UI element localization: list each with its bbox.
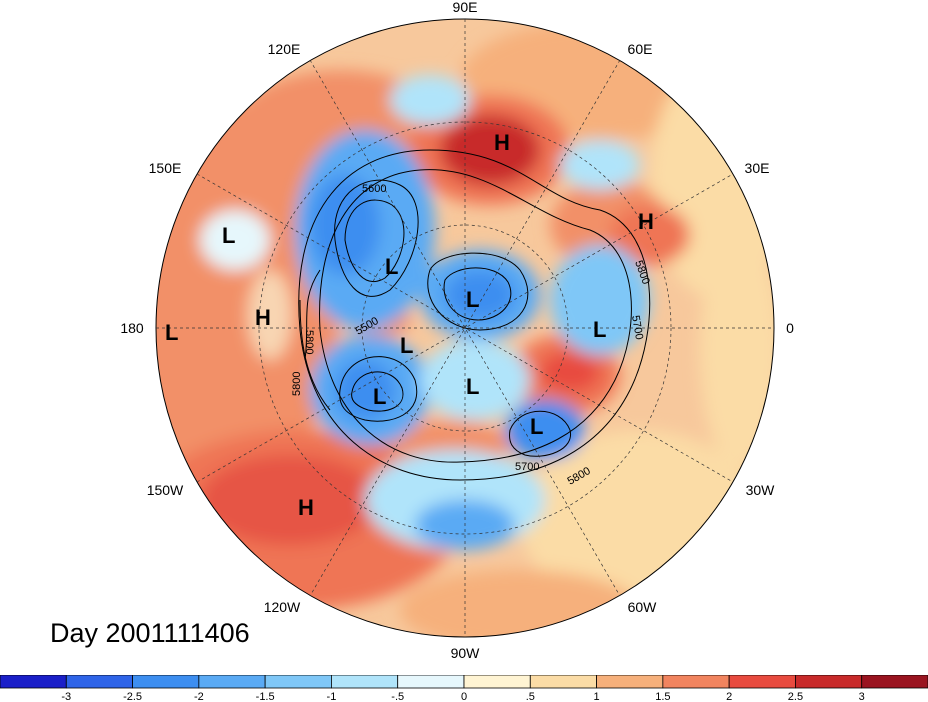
high-center: H (255, 305, 271, 330)
low-center: L (400, 333, 413, 358)
colorbar-tick-label: 3 (859, 691, 865, 702)
colorbar: -3 -2.5 -2 -1.5 -1 -.5 0 .5 1 1.5 2 2.5 3 (0, 675, 928, 702)
lon-label: 0 (786, 320, 794, 336)
pressure-centers: H H H H L L L L L L L L L (165, 130, 654, 520)
lon-label: 30E (745, 160, 770, 176)
low-center: L (165, 320, 178, 345)
colorbar-tick-label: -2 (194, 691, 204, 702)
colorbar-swatch (397, 675, 465, 689)
colorbar-tick-label: 1.5 (655, 691, 670, 702)
contour-label: 5800 (291, 372, 303, 396)
low-center: L (222, 223, 235, 248)
lon-label: 60E (628, 41, 653, 57)
colorbar-tick-label: 2.5 (788, 691, 803, 702)
contour-label: 5700 (515, 461, 539, 473)
low-center: L (385, 254, 398, 279)
lon-label: 90W (451, 645, 481, 661)
low-center: L (530, 414, 543, 439)
high-center: H (638, 209, 654, 234)
colorbar-swatch (65, 675, 133, 689)
colorbar-swatch (596, 675, 664, 689)
colorbar-swatch (264, 675, 332, 689)
high-center: H (494, 130, 510, 155)
colorbar-swatch (529, 675, 597, 689)
lon-label: 60W (628, 599, 658, 615)
height-contours (298, 149, 651, 481)
lon-label: 120W (264, 599, 301, 615)
colorbar-tick-label: .5 (526, 691, 535, 702)
contour-label: 5600 (362, 183, 386, 195)
low-center: L (466, 374, 479, 399)
polar-stereographic-map: 90E 60E 120E 150E 30E 180 0 150W 30W 120… (120, 0, 794, 661)
colorbar-tick-label: 0 (461, 691, 467, 702)
colorbar-tick-label: -1.5 (256, 691, 275, 702)
anomaly-field (156, 19, 774, 637)
lon-label: 120E (268, 41, 301, 57)
colorbar-swatch (861, 675, 928, 689)
colorbar-swatch (132, 675, 200, 689)
lon-label: 30W (746, 482, 776, 498)
colorbar-tick-label: 2 (726, 691, 732, 702)
lon-label: 90E (453, 0, 478, 15)
colorbar-swatch (198, 675, 266, 689)
low-center: L (593, 317, 606, 342)
lon-label: 150E (149, 160, 182, 176)
low-center: L (466, 287, 479, 312)
colorbar-swatch (0, 675, 67, 689)
colorbar-tick-label: -3 (61, 691, 71, 702)
lon-label: 180 (120, 320, 144, 336)
contour-label: 5700 (629, 314, 645, 340)
colorbar-swatch (662, 675, 730, 689)
longitude-labels: 90E 60E 120E 150E 30E 180 0 150W 30W 120… (120, 0, 794, 661)
high-center: H (298, 495, 314, 520)
colorbar-tick-label: 1 (594, 691, 600, 702)
colorbar-tick-label: -1 (327, 691, 337, 702)
low-center: L (373, 384, 386, 409)
plot-title: Day 2001111406 (50, 618, 250, 648)
contour-label: 5800 (303, 330, 315, 354)
colorbar-swatch (463, 675, 531, 689)
colorbar-swatch (795, 675, 863, 689)
colorbar-swatch (331, 675, 399, 689)
graticule (155, 18, 775, 638)
colorbar-tick-label: -2.5 (123, 691, 142, 702)
colorbar-swatch (728, 675, 796, 689)
colorbar-tick-label: -.5 (391, 691, 404, 702)
lon-label: 150W (147, 482, 184, 498)
